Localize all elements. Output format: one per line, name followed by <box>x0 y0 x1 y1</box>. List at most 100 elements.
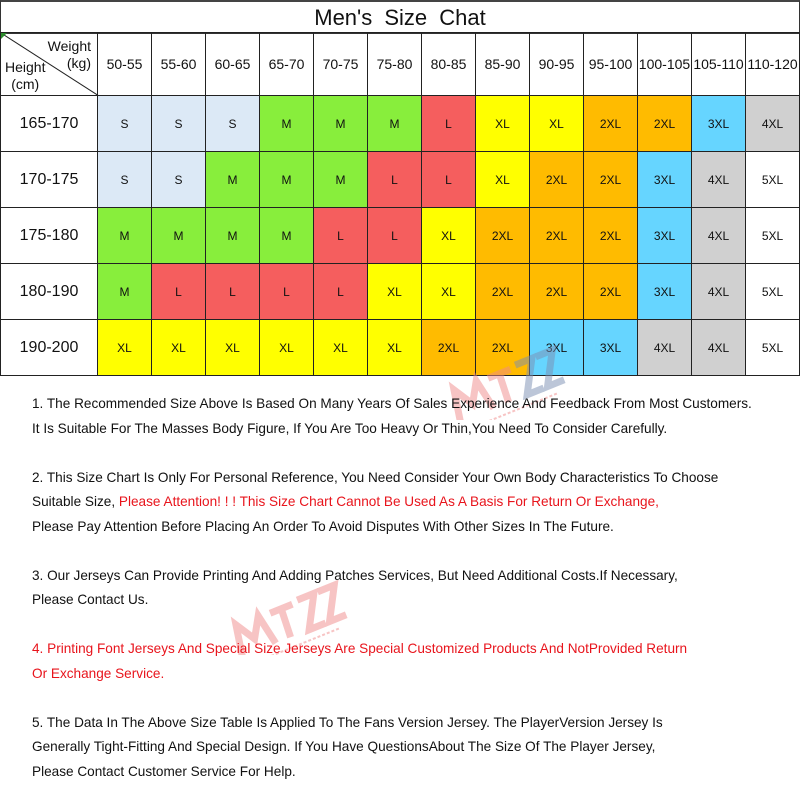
size-cell: M <box>151 207 206 264</box>
size-cell: L <box>367 151 422 208</box>
table-row: 175-180 M M M M L L XL 2XL 2XL 2XL 3XL 4XL 5XL <box>0 207 800 264</box>
size-cell: 5XL <box>745 319 800 376</box>
size-cell: 2XL <box>637 95 692 152</box>
size-cell: XL <box>421 263 476 320</box>
note-3: 3. Our Jerseys Can Provide Printing And … <box>32 564 798 613</box>
size-cell: 2XL <box>475 207 530 264</box>
note-text: 4. <box>32 641 48 656</box>
size-cell: XL <box>529 95 584 152</box>
weight-header: 105-110 <box>691 32 746 96</box>
size-cell: XL <box>313 319 368 376</box>
weight-header: 100-105 <box>637 32 692 96</box>
size-cell: 2XL <box>475 263 530 320</box>
table-row: 190-200 XL XL XL XL XL XL 2XL 2XL 3XL 3XL 4XL 4XL 5XL <box>0 319 800 376</box>
weight-header: 80-85 <box>421 32 476 96</box>
size-cell: 3XL <box>691 95 746 152</box>
note-text: 2. This Size Chart Is Only For Personal … <box>32 469 719 485</box>
warning-text: Or Exchange Service. <box>32 665 165 681</box>
table-row: 180-190 M L L L L XL XL 2XL 2XL 2XL 3XL 4XL 5XL <box>0 263 800 320</box>
weight-header: 110-120 <box>745 32 800 96</box>
note-text: Please Pay Attention Before Placing An O… <box>32 518 614 534</box>
size-cell: 3XL <box>637 263 692 320</box>
size-cell: S <box>97 95 152 152</box>
warning-text: Please Attention! ! ! This Size Chart Ca… <box>118 494 659 509</box>
size-cell: M <box>205 207 260 264</box>
size-cell: M <box>259 151 314 208</box>
size-cell: L <box>367 207 422 264</box>
corner-cell: Weight (kg) Height (cm) <box>0 32 99 96</box>
weight-header: 85-90 <box>475 32 530 96</box>
size-cell: 2XL <box>583 263 638 320</box>
weight-unit: (kg) <box>66 55 91 71</box>
size-cell: XL <box>475 95 530 152</box>
size-cell: L <box>313 207 368 264</box>
size-cell: L <box>151 263 206 320</box>
height-header: 180-190 <box>0 263 98 320</box>
note-2: 2. This Size Chart Is Only For Personal … <box>32 466 798 540</box>
note-1: 1. The Recommended Size Above Is Based O… <box>32 392 798 441</box>
size-cell: XL <box>97 319 152 376</box>
weight-header: 65-70 <box>259 32 314 96</box>
size-cell: XL <box>151 319 206 376</box>
size-cell: 4XL <box>637 319 692 376</box>
size-cell: XL <box>367 263 422 320</box>
size-cell: 2XL <box>529 207 584 264</box>
size-cell: 2XL <box>583 95 638 152</box>
chart-title: Men's Size Chat <box>0 0 800 34</box>
notes: 1. The Recommended Size Above Is Based O… <box>32 392 798 809</box>
height-header: 190-200 <box>0 319 98 376</box>
height-text: Height <box>5 59 46 75</box>
note-text: 1. The Recommended Size Above Is Based O… <box>32 396 752 411</box>
size-cell: 2XL <box>583 151 638 208</box>
note-text: It Is Suitable For The Masses Body Figur… <box>32 420 668 436</box>
table-row: 170-175 S S M M M L L XL 2XL 2XL 3XL 4XL 5XL <box>0 151 800 208</box>
size-cell: XL <box>475 151 530 208</box>
size-cell: XL <box>205 319 260 376</box>
size-cell: XL <box>367 319 422 376</box>
size-cell: M <box>205 151 260 208</box>
size-cell: 4XL <box>691 207 746 264</box>
size-cell: 5XL <box>745 263 800 320</box>
height-header: 170-175 <box>0 151 98 208</box>
size-cell: XL <box>259 319 314 376</box>
size-cell: M <box>259 95 314 152</box>
header-row: Weight (kg) Height (cm) 50-55 55-60 60-65 65-… <box>0 32 800 96</box>
size-cell: 4XL <box>691 263 746 320</box>
size-cell: L <box>421 151 476 208</box>
size-cell: 3XL <box>583 319 638 376</box>
note-4: 4. Printing Font Jerseys And Special Siz… <box>32 637 798 686</box>
weight-header: 75-80 <box>367 32 422 96</box>
size-cell: M <box>313 151 368 208</box>
size-cell: 2XL <box>583 207 638 264</box>
size-cell: M <box>97 263 152 320</box>
size-cell: 3XL <box>637 207 692 264</box>
note-text: 5. The Data In The Above Size Table Is A… <box>32 714 663 730</box>
height-label: Height (cm) <box>5 59 45 93</box>
weight-header: 95-100 <box>583 32 638 96</box>
note-text: Please Contact Customer Service For Help… <box>32 763 296 779</box>
weight-text: Weight <box>47 38 91 54</box>
size-cell: 4XL <box>691 151 746 208</box>
size-cell: 2XL <box>421 319 476 376</box>
size-cell: L <box>421 95 476 152</box>
size-cell: M <box>97 207 152 264</box>
size-cell: L <box>313 263 368 320</box>
size-cell: S <box>205 95 260 152</box>
size-cell: L <box>205 263 260 320</box>
height-header: 165-170 <box>0 95 98 152</box>
size-cell: 3XL <box>529 319 584 376</box>
size-cell: XL <box>421 207 476 264</box>
size-cell: 2XL <box>475 319 530 376</box>
note-text: 3. Our Jerseys Can Provide Printing And … <box>32 567 678 583</box>
weight-header: 60-65 <box>205 32 260 96</box>
note-text: Generally Tight-Fitting And Special Desi… <box>32 739 656 754</box>
height-unit: (cm) <box>11 76 40 92</box>
size-cell: 4XL <box>691 319 746 376</box>
size-cell: L <box>259 263 314 320</box>
weight-header: 55-60 <box>151 32 206 96</box>
note-5: 5. The Data In The Above Size Table Is A… <box>32 711 798 785</box>
size-cell: S <box>97 151 152 208</box>
size-cell: 5XL <box>745 151 800 208</box>
note-text: Please Contact Us. <box>32 592 149 607</box>
size-cell: 3XL <box>637 151 692 208</box>
